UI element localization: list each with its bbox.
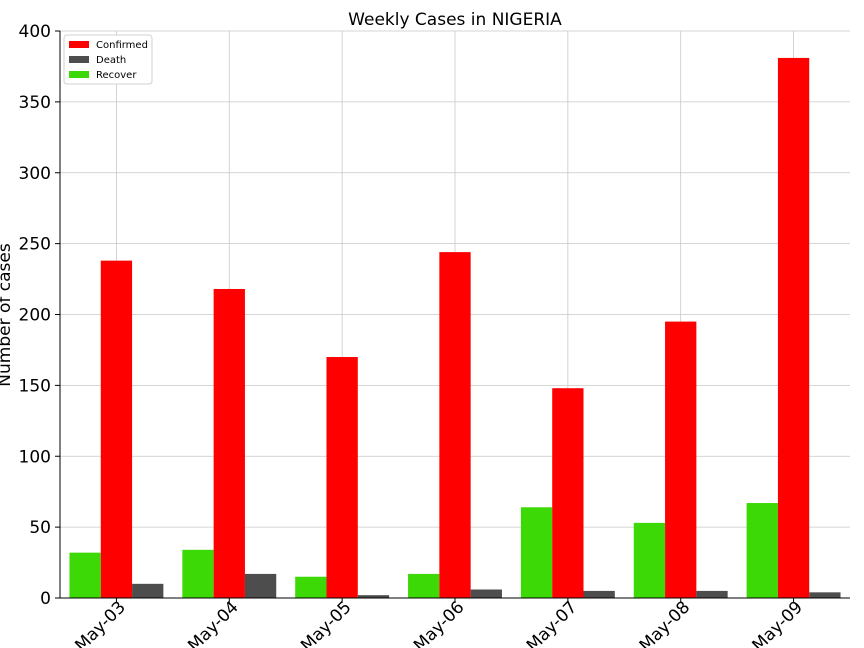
legend-swatch-confirmed bbox=[69, 41, 89, 48]
bar-death-may-07 bbox=[583, 590, 615, 598]
bar-confirmed-may-06 bbox=[439, 252, 471, 598]
bar-death-may-05 bbox=[357, 595, 390, 598]
legend-label-death: Death bbox=[96, 55, 126, 66]
chart-title: Weekly Cases in NIGERIA bbox=[348, 10, 562, 30]
bar-recover-may-03 bbox=[69, 552, 101, 598]
x-tick-label: May-09 bbox=[749, 597, 807, 648]
bar-death-may-08 bbox=[696, 590, 728, 598]
y-tick-label: 100 bbox=[19, 447, 51, 467]
y-tick-label: 0 bbox=[40, 589, 51, 609]
bar-death-may-09 bbox=[809, 592, 841, 598]
bar-confirmed-may-05 bbox=[326, 357, 358, 598]
x-tick-label: May-07 bbox=[523, 597, 581, 648]
x-tick-label: May-08 bbox=[636, 597, 694, 648]
y-tick-label: 50 bbox=[29, 518, 51, 538]
legend-label-confirmed: Confirmed bbox=[96, 40, 148, 51]
bar-recover-may-05 bbox=[295, 576, 327, 598]
axes bbox=[55, 30, 850, 603]
y-tick-label: 350 bbox=[19, 93, 51, 113]
bar-confirmed-may-09 bbox=[777, 57, 810, 599]
bar-confirmed-may-03 bbox=[100, 260, 133, 598]
y-tick-label: 300 bbox=[19, 164, 51, 184]
x-tick-label: May-04 bbox=[184, 597, 242, 648]
bars-group bbox=[69, 57, 841, 599]
bar-death-may-03 bbox=[132, 583, 164, 598]
y-tick-label: 200 bbox=[19, 306, 51, 326]
legend-swatch-recover bbox=[69, 71, 89, 78]
y-tick-label: 250 bbox=[19, 235, 51, 255]
bar-recover-may-07 bbox=[520, 507, 553, 598]
legend: Confirmed Death Recover bbox=[63, 34, 153, 85]
y-tick-labels: 0 50 100 150 200 250 300 350 400 bbox=[19, 22, 51, 609]
x-tick-label: May-03 bbox=[71, 597, 129, 648]
bar-confirmed-may-04 bbox=[213, 288, 245, 598]
legend-swatch-death bbox=[69, 56, 89, 63]
legend-label-recover: Recover bbox=[96, 70, 137, 81]
bar-recover-may-09 bbox=[746, 503, 778, 598]
x-tick-label: May-06 bbox=[410, 597, 468, 648]
bar-recover-may-08 bbox=[633, 522, 666, 598]
bar-confirmed-may-08 bbox=[665, 321, 697, 598]
y-axis-label: Number of cases bbox=[0, 243, 15, 387]
bar-recover-may-04 bbox=[182, 549, 214, 598]
y-tick-label: 150 bbox=[19, 376, 51, 396]
bar-confirmed-may-07 bbox=[552, 388, 584, 598]
bar-death-may-04 bbox=[244, 573, 277, 598]
x-tick-label: May-05 bbox=[297, 597, 355, 648]
y-tick-label: 400 bbox=[19, 22, 51, 42]
bar-death-may-06 bbox=[470, 589, 502, 598]
bar-recover-may-06 bbox=[408, 573, 440, 598]
x-tick-labels: May-03 May-04 May-05 May-06 May-07 May-08 May-… bbox=[71, 597, 807, 648]
